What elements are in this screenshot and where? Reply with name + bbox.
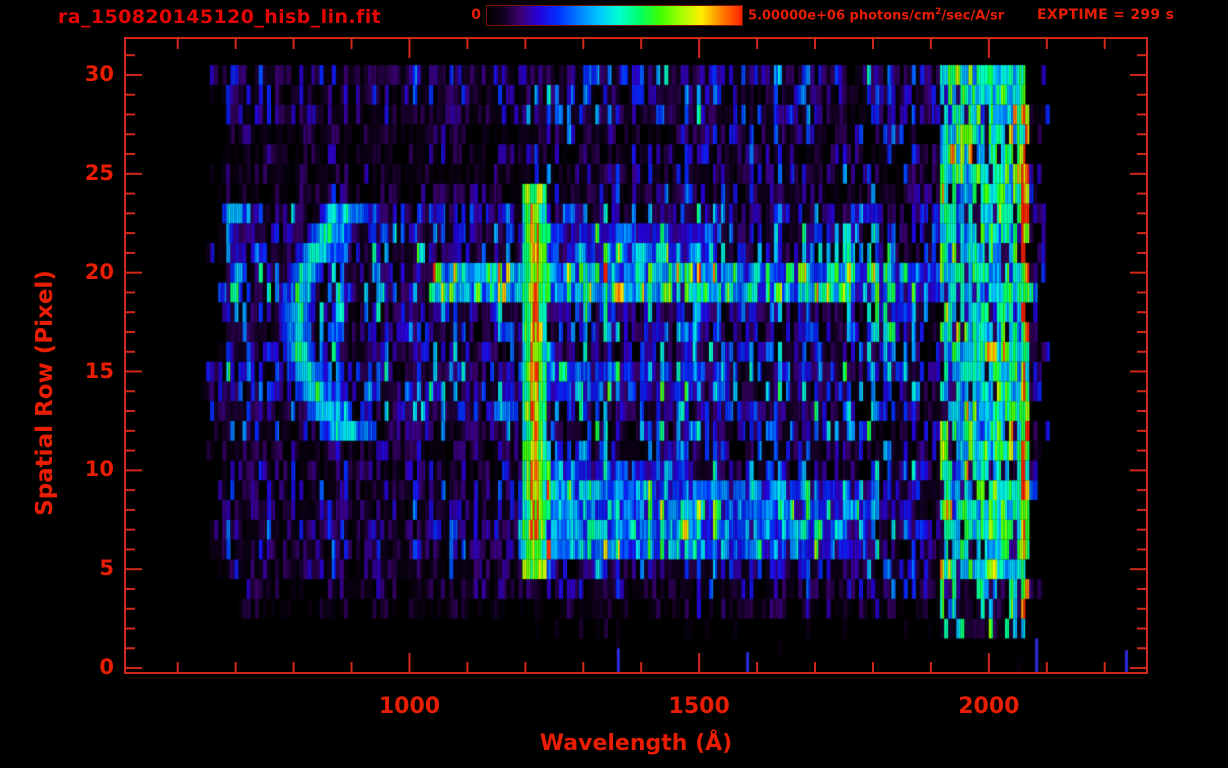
- y-tick-label-10: 10: [84, 457, 114, 482]
- x-tick-label-1000: 1000: [378, 694, 441, 719]
- y-tick-label-20: 20: [84, 259, 114, 284]
- y-tick-label-0: 0: [99, 655, 114, 680]
- colorbar-min-label: 0: [471, 7, 481, 23]
- x-tick-label-2000: 2000: [958, 694, 1020, 719]
- colorbar: [486, 5, 743, 26]
- y-tick-label-15: 15: [84, 358, 114, 383]
- filename-title: ra_150820145120_hisb_lin.fit: [58, 6, 382, 28]
- exptime-label: EXPTIME = 299 s: [1037, 7, 1175, 23]
- colorbar-units-prefix: photons/cm: [845, 8, 936, 24]
- y-tick-label-5: 5: [99, 556, 114, 581]
- colorbar-max-label: 5.00000e+06 photons/cm2/sec/A/sr: [748, 7, 1004, 23]
- y-axis-title: Spatial Row (Pixel): [32, 270, 58, 516]
- colorbar-max-value: 5.00000e+06: [748, 8, 846, 24]
- spectral-heatmap: [126, 39, 1146, 672]
- colorbar-units-suffix: /sec/A/sr: [941, 8, 1005, 24]
- y-tick-label-30: 30: [84, 61, 114, 86]
- x-axis-title: Wavelength (Å): [539, 731, 733, 756]
- y-tick-label-25: 25: [84, 160, 114, 185]
- colorbar-units-exponent: 2: [935, 7, 942, 17]
- x-tick-label-1500: 1500: [668, 694, 730, 719]
